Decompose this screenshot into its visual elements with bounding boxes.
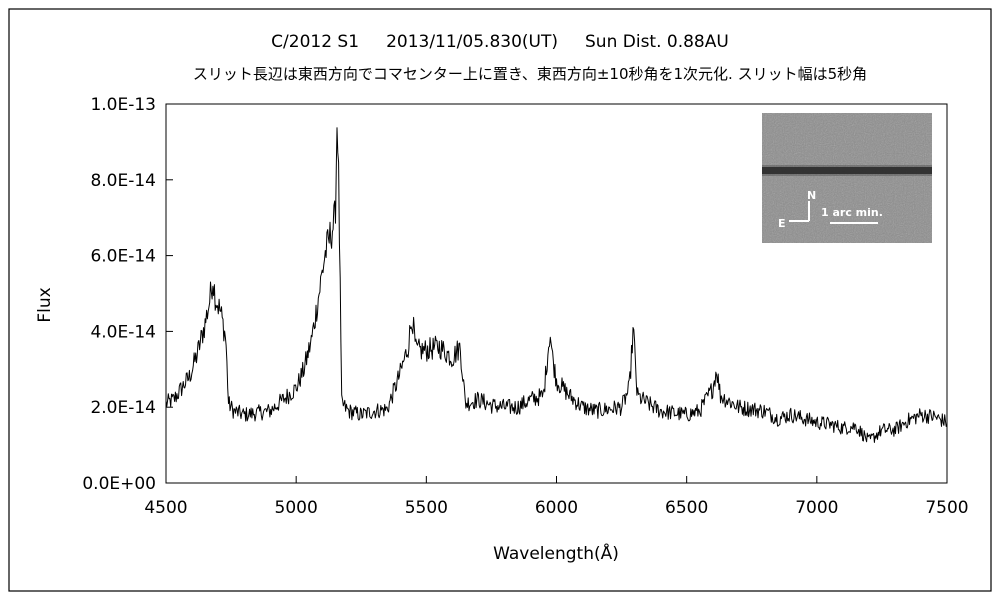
chart-title: C/2012 S1 2013/11/05.830(UT) Sun Dist. 0…: [271, 32, 729, 52]
chart-subtitle: スリット長辺は東西方向でコマセンター上に置き、東西方向±10秒角を1次元化. ス…: [193, 65, 867, 83]
x-tick-label: 5000: [275, 498, 318, 518]
x-tick-label: 7000: [795, 498, 838, 518]
x-tick-label: 5500: [405, 498, 448, 518]
x-tick-label: 6000: [535, 498, 578, 518]
y-tick-label: 0.0E+00: [82, 474, 156, 494]
y-axis-label: Flux: [35, 287, 55, 322]
inset-image: N E 1 arc min.: [762, 113, 932, 243]
x-tick-label: 4500: [144, 498, 187, 518]
series-line-0: [165, 127, 948, 443]
compass-north-label: N: [807, 189, 816, 202]
y-axis: 0.0E+00 2.0E-14 4.0E-14 6.0E-14 8.0E-14 1.0E-…: [82, 95, 173, 494]
x-axis-label: Wavelength(Å): [493, 542, 619, 564]
inset-spectrum-band: [762, 167, 932, 174]
x-tick-label: 6500: [665, 498, 708, 518]
x-axis: 4500 5000 5500 6000 6500 7000 7500: [144, 476, 969, 518]
y-tick-label: 2.0E-14: [90, 398, 156, 418]
y-tick-label: 1.0E-13: [90, 95, 156, 115]
compass-east-label: E: [778, 217, 786, 230]
scale-bar-label: 1 arc min.: [821, 206, 883, 219]
figure-border: [8, 8, 992, 592]
inset-spectrum-band-edge: [762, 165, 932, 176]
y-tick-label: 6.0E-14: [90, 247, 156, 267]
x-tick-label: 7500: [925, 498, 968, 518]
plot-series: [165, 127, 948, 443]
y-tick-label: 8.0E-14: [90, 171, 156, 191]
y-tick-label: 4.0E-14: [90, 322, 156, 342]
